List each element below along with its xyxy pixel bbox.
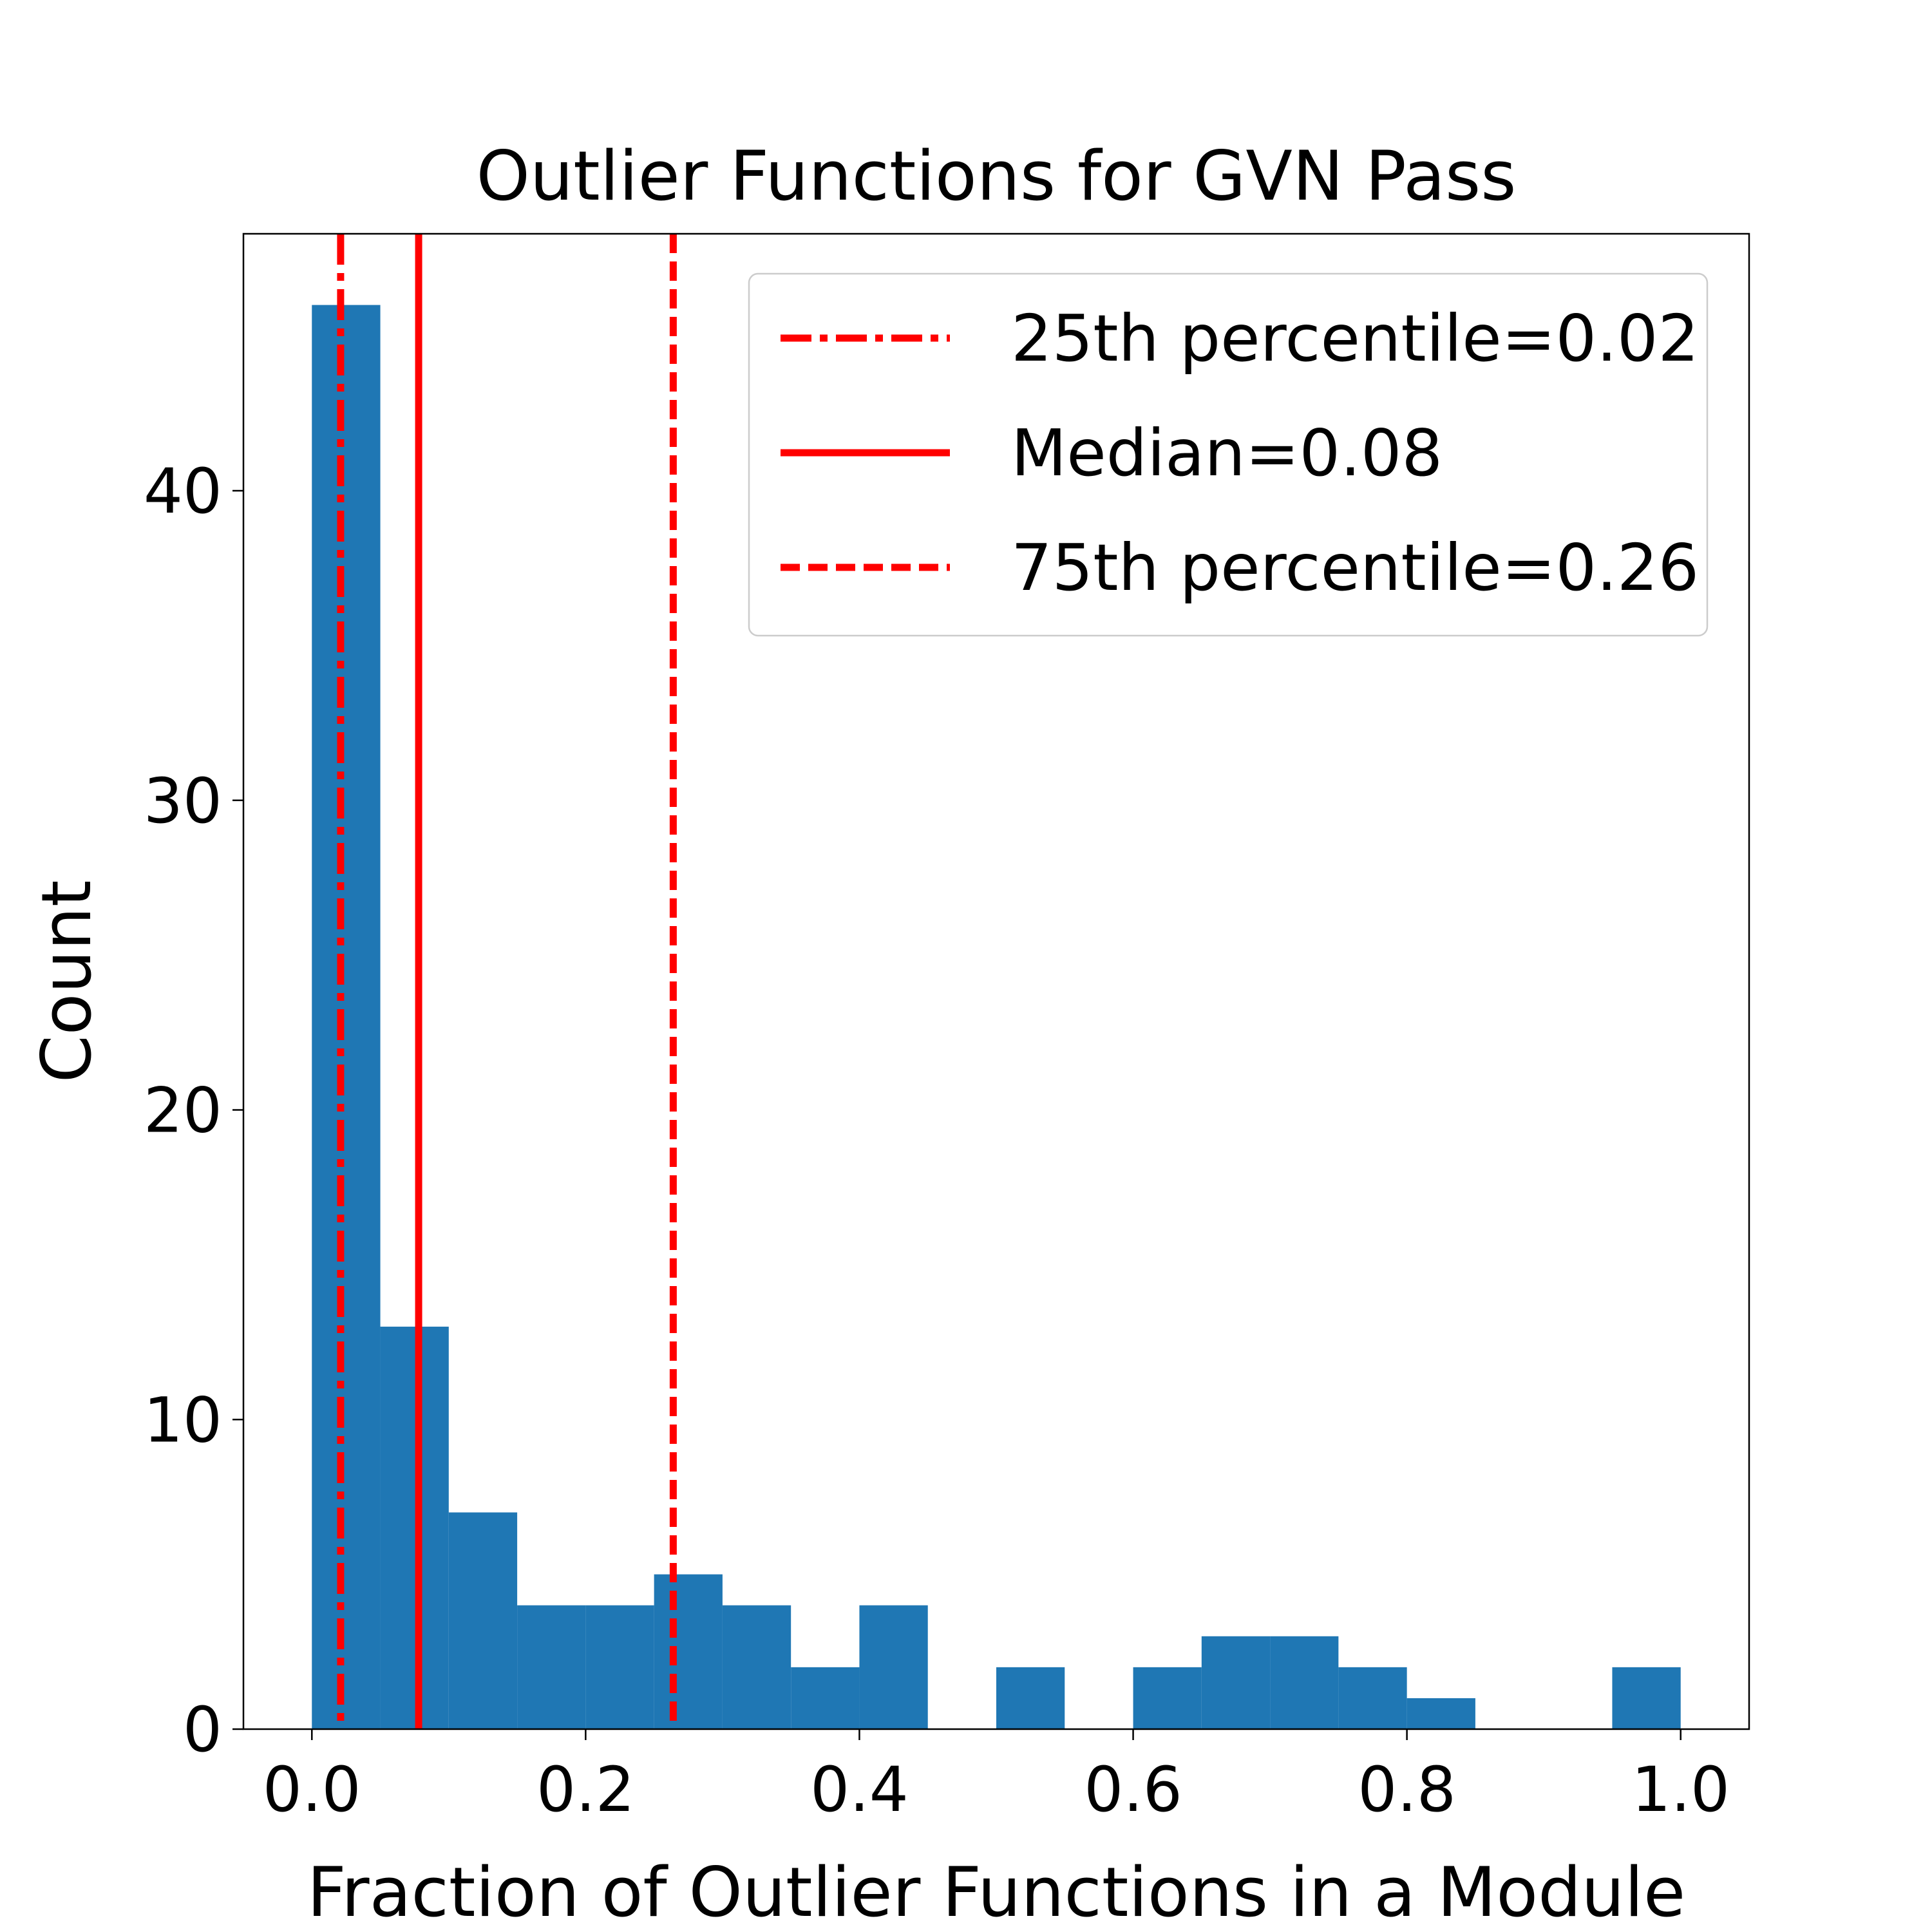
- y-axis-ticks: 0 10 20 30 40: [144, 455, 243, 1766]
- histogram-bar: [654, 1574, 723, 1729]
- bars-layer: [312, 305, 1681, 1729]
- x-tick-label: 0.0: [263, 1754, 361, 1826]
- legend-label: 25th percentile=0.02: [1011, 301, 1699, 376]
- x-tick-label: 1.0: [1631, 1754, 1730, 1826]
- y-tick-label: 30: [144, 765, 222, 837]
- histogram-bar: [380, 1327, 449, 1729]
- x-tick-label: 0.8: [1358, 1754, 1456, 1826]
- legend-label: 75th percentile=0.26: [1011, 530, 1699, 605]
- histogram-bar: [1270, 1636, 1339, 1729]
- histogram-bar: [1612, 1667, 1681, 1729]
- x-tick-label: 0.6: [1084, 1754, 1182, 1826]
- x-axis-ticks: 0.0 0.2 0.4 0.6 0.8 1.0: [263, 1729, 1730, 1826]
- plot-frame: [242, 232, 1750, 1730]
- reference-lines-layer: [337, 234, 677, 1729]
- y-tick-label: 10: [144, 1384, 222, 1456]
- histogram-bar: [1133, 1667, 1202, 1729]
- legend-entries: 25th percentile=0.02 Median=0.08 75th perc…: [781, 301, 1699, 605]
- histogram-bar: [448, 1512, 518, 1729]
- chart-title: Outlier Functions for GVN Pass: [477, 137, 1517, 216]
- histogram-bar: [1406, 1698, 1475, 1729]
- legend-box: [748, 272, 1709, 637]
- histogram-bar: [859, 1605, 928, 1729]
- histogram-bar: [312, 305, 381, 1729]
- histogram-bar: [1201, 1636, 1271, 1729]
- histogram-bar: [1338, 1667, 1407, 1729]
- histogram-bar: [585, 1605, 654, 1729]
- histogram-bar: [996, 1667, 1065, 1729]
- legend: 25th percentile=0.02 Median=0.08 75th perc…: [748, 272, 1709, 637]
- histogram-bar: [791, 1667, 860, 1729]
- histogram-bar: [517, 1605, 586, 1729]
- y-axis-label: Count: [27, 880, 106, 1083]
- x-axis-label: Fraction of Outlier Functions in a Modul…: [307, 1853, 1685, 1932]
- legend-label: Median=0.08: [1011, 415, 1443, 491]
- y-tick-label: 0: [183, 1694, 222, 1766]
- x-tick-label: 0.4: [810, 1754, 909, 1826]
- x-tick-label: 0.2: [536, 1754, 635, 1826]
- histogram-bar: [722, 1605, 791, 1729]
- y-tick-label: 20: [144, 1075, 222, 1147]
- y-tick-label: 40: [144, 455, 222, 527]
